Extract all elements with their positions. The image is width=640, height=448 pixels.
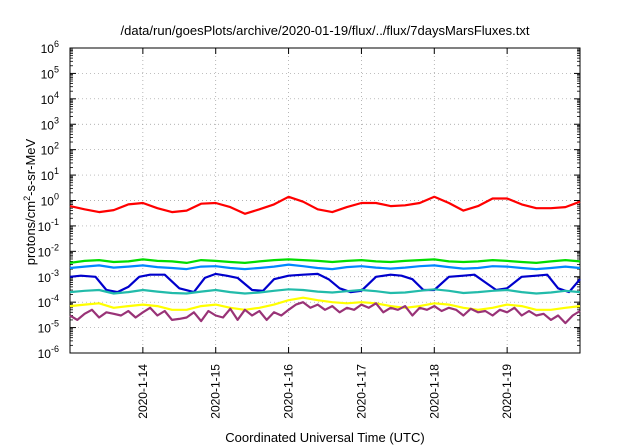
y-tick-exponent: 5 (54, 64, 59, 74)
y-tick-base: 10 (38, 220, 52, 234)
x-tick-label: 2020-1-19 (500, 364, 514, 419)
y-tick-label: 103 (41, 115, 59, 132)
y-tick-base: 10 (38, 322, 52, 336)
series-group (69, 195, 581, 325)
y-tick-base: 10 (41, 195, 55, 209)
y-tick-base: 10 (41, 169, 55, 183)
y-tick-exponent: -2 (51, 242, 59, 252)
y-tick-exponent: 6 (54, 39, 59, 49)
y-tick-exponent: -3 (51, 268, 59, 278)
x-tick-label: 2020-1-14 (136, 364, 150, 419)
series-line-2 (69, 258, 581, 264)
series-line-5 (69, 288, 581, 295)
y-tick-label: 10-5 (38, 319, 59, 336)
y-tick-label: 100 (41, 192, 59, 209)
series-line-3 (69, 263, 581, 271)
x-axis-label: Coordinated Universal Time (UTC) (225, 430, 424, 445)
chart-title: /data/run/goesPlots/archive/2020-01-19/f… (121, 23, 530, 38)
y-tick-label: 101 (41, 166, 59, 183)
x-tick-label: 2020-1-17 (354, 364, 368, 419)
y-axis-label-sup: 2 (22, 196, 32, 201)
y-tick-exponent: 0 (54, 192, 59, 202)
y-axis-label: protons/cm2-s-sr-MeV (22, 138, 38, 265)
y-tick-exponent: 4 (54, 90, 59, 100)
y-tick-label: 106 (41, 39, 59, 56)
y-tick-exponent: 1 (54, 166, 59, 176)
y-tick-label: 10-3 (38, 268, 59, 285)
y-tick-base: 10 (38, 245, 52, 259)
y-tick-base: 10 (41, 144, 55, 158)
y-tick-base: 10 (41, 67, 55, 81)
x-tick-label: 2020-1-15 (209, 364, 223, 419)
y-axis: 10-610-510-410-310-210-11001011021031041… (38, 39, 580, 361)
y-tick-base: 10 (41, 93, 55, 107)
y-tick-base: 10 (41, 118, 55, 132)
y-tick-label: 10-1 (38, 217, 59, 234)
y-tick-exponent: 2 (54, 141, 59, 151)
y-tick-base: 10 (38, 271, 52, 285)
y-tick-base: 10 (41, 42, 55, 56)
y-tick-exponent: -1 (51, 217, 59, 227)
y-tick-label: 104 (41, 90, 59, 107)
series-line-1 (69, 195, 581, 215)
y-axis-label-rest: -s-sr-MeV (23, 138, 38, 195)
y-tick-exponent: 3 (54, 115, 59, 125)
x-axis: 2020-1-14 2020-1-15 2020-1-16 2020-1-17 2020… (136, 48, 514, 419)
y-tick-label: 105 (41, 64, 59, 81)
x-tick-label: 2020-1-18 (427, 364, 441, 419)
y-tick-exponent: -6 (51, 344, 59, 354)
grid (70, 48, 580, 353)
y-tick-label: 10-6 (38, 344, 59, 361)
y-axis-label-base: protons/cm (23, 201, 38, 265)
series-line-6 (69, 296, 581, 311)
y-tick-exponent: -4 (51, 293, 59, 303)
y-tick-base: 10 (38, 296, 52, 310)
y-tick-label: 10-4 (38, 293, 59, 310)
y-tick-label: 10-2 (38, 242, 59, 259)
x-tick-label: 2020-1-16 (282, 364, 296, 419)
series-line-7 (69, 301, 581, 325)
y-tick-exponent: -5 (51, 319, 59, 329)
y-tick-base: 10 (38, 347, 52, 361)
y-tick-label: 102 (41, 141, 59, 158)
